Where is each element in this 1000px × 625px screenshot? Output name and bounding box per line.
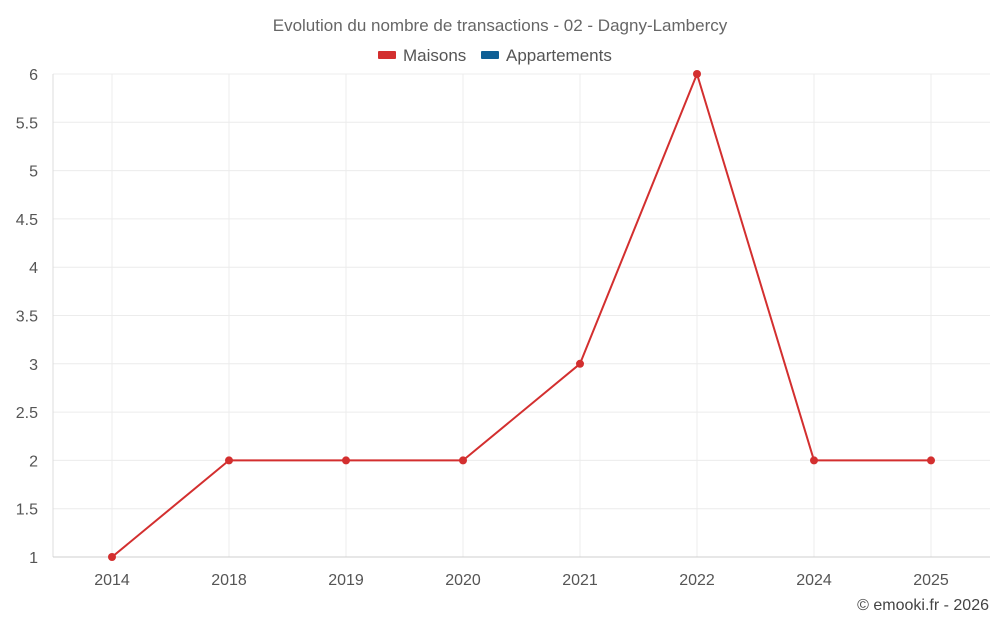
y-tick-label: 1: [29, 550, 38, 567]
legend-label-maisons: Maisons: [403, 46, 466, 65]
data-point-maisons: [576, 359, 584, 368]
legend-item-maisons[interactable]: Maisons: [378, 46, 466, 65]
axes: 1 1.5 2 2.5 3 3.5 4 4.5 5 5.5 6 2014 2018 2019 2020 202…: [16, 67, 990, 589]
data-point-maisons: [810, 456, 818, 465]
legend: Maisons Appartements: [378, 46, 612, 65]
x-tick-label: 2024: [796, 572, 832, 589]
grid: [53, 73, 990, 558]
data-point-maisons: [225, 456, 233, 465]
data-point-maisons: [342, 456, 350, 465]
series: [108, 70, 935, 561]
data-point-maisons: [693, 70, 701, 78]
y-tick-label: 2.5: [16, 405, 38, 422]
legend-item-appartements[interactable]: Appartements: [481, 46, 612, 65]
y-tick-label: 6: [29, 67, 38, 84]
series-line-maisons: [111, 73, 931, 558]
data-point-maisons: [459, 456, 467, 465]
x-tick-label: 2022: [679, 572, 715, 589]
x-tick-label: 2018: [211, 572, 247, 589]
x-tick-label: 2021: [562, 572, 598, 589]
chart-title: Evolution du nombre de transactions - 02…: [273, 16, 728, 35]
y-tick-label: 5: [29, 164, 38, 181]
y-tick-label: 5.5: [16, 115, 38, 132]
y-tick-label: 1.5: [16, 502, 38, 519]
legend-label-appartements: Appartements: [506, 46, 612, 65]
y-tick-label: 2: [29, 453, 38, 470]
data-point-maisons: [108, 553, 116, 561]
y-tick-label: 4.5: [16, 212, 38, 229]
y-tick-label: 3: [29, 357, 38, 374]
legend-swatch-appartements: [481, 51, 499, 59]
x-tick-label: 2025: [913, 572, 949, 589]
credit-text: © emooki.fr - 2026: [857, 597, 989, 614]
y-tick-label: 3.5: [16, 309, 38, 326]
x-tick-label: 2020: [445, 572, 481, 589]
x-tick-label: 2019: [328, 572, 364, 589]
data-point-maisons: [927, 456, 935, 465]
x-tick-label: 2014: [94, 572, 130, 589]
y-tick-label: 4: [29, 260, 38, 277]
legend-swatch-maisons: [378, 51, 396, 59]
